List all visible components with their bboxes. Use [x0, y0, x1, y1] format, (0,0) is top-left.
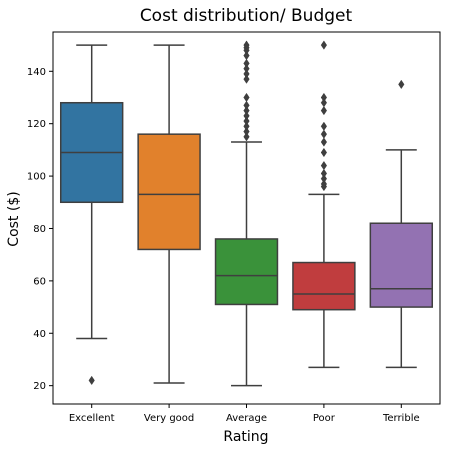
x-tick-label: Very good: [144, 413, 194, 424]
outlier-point: [320, 160, 328, 171]
outlier-point: [320, 168, 328, 179]
outlier-point: [243, 116, 250, 126]
outlier-point: [243, 126, 250, 137]
outlier-point: [243, 132, 250, 142]
outlier-point: [243, 58, 250, 69]
outlier-point: [320, 179, 328, 189]
outlier-point: [243, 111, 250, 121]
outlier-point: [243, 64, 250, 74]
box-terrible: [369, 222, 434, 308]
outlier-point: [243, 92, 250, 103]
outlier-point: [320, 92, 328, 103]
outlier-point: [320, 147, 328, 158]
outlier-point: [243, 121, 250, 131]
chart-title: Cost distribution/ Budget: [140, 6, 353, 26]
outlier-point: [243, 69, 250, 79]
x-tick-label: Terrible: [382, 413, 420, 424]
x-tick-label: Poor: [313, 413, 336, 424]
box-very-good: [137, 133, 201, 251]
outlier-point: [243, 74, 250, 84]
outlier-point: [320, 137, 328, 147]
y-tick-label: 140: [27, 67, 46, 78]
x-tick-label: Excellent: [69, 413, 115, 424]
outlier-point: [320, 129, 328, 139]
x-tick-label: Average: [226, 413, 267, 424]
y-axis-label: Cost ($): [6, 191, 22, 246]
y-tick-label: 40: [33, 329, 46, 340]
box-poor: [292, 261, 356, 311]
outlier-point: [243, 100, 250, 111]
outlier-point: [320, 174, 328, 184]
y-tick-label: 120: [27, 119, 46, 130]
outlier-point: [243, 105, 250, 116]
y-tick-label: 20: [33, 381, 46, 392]
y-tick-label: 60: [33, 276, 46, 287]
outlier-point: [320, 105, 328, 116]
y-tick-label: 100: [27, 172, 46, 183]
outlier-point: [320, 40, 328, 50]
plot-area: 20 40 60 80 100 120 140 Excellent Very good Avera…: [27, 31, 441, 424]
outlier-point: [243, 40, 250, 50]
outlier-point: [398, 79, 405, 90]
outlier-point: [320, 98, 328, 108]
outlier-point: [88, 375, 95, 386]
y-tick-label: 80: [33, 224, 46, 235]
x-axis-label: Rating: [223, 429, 268, 445]
box-average: [214, 238, 279, 306]
outlier-point: [320, 121, 328, 131]
outlier-point: [243, 50, 250, 61]
